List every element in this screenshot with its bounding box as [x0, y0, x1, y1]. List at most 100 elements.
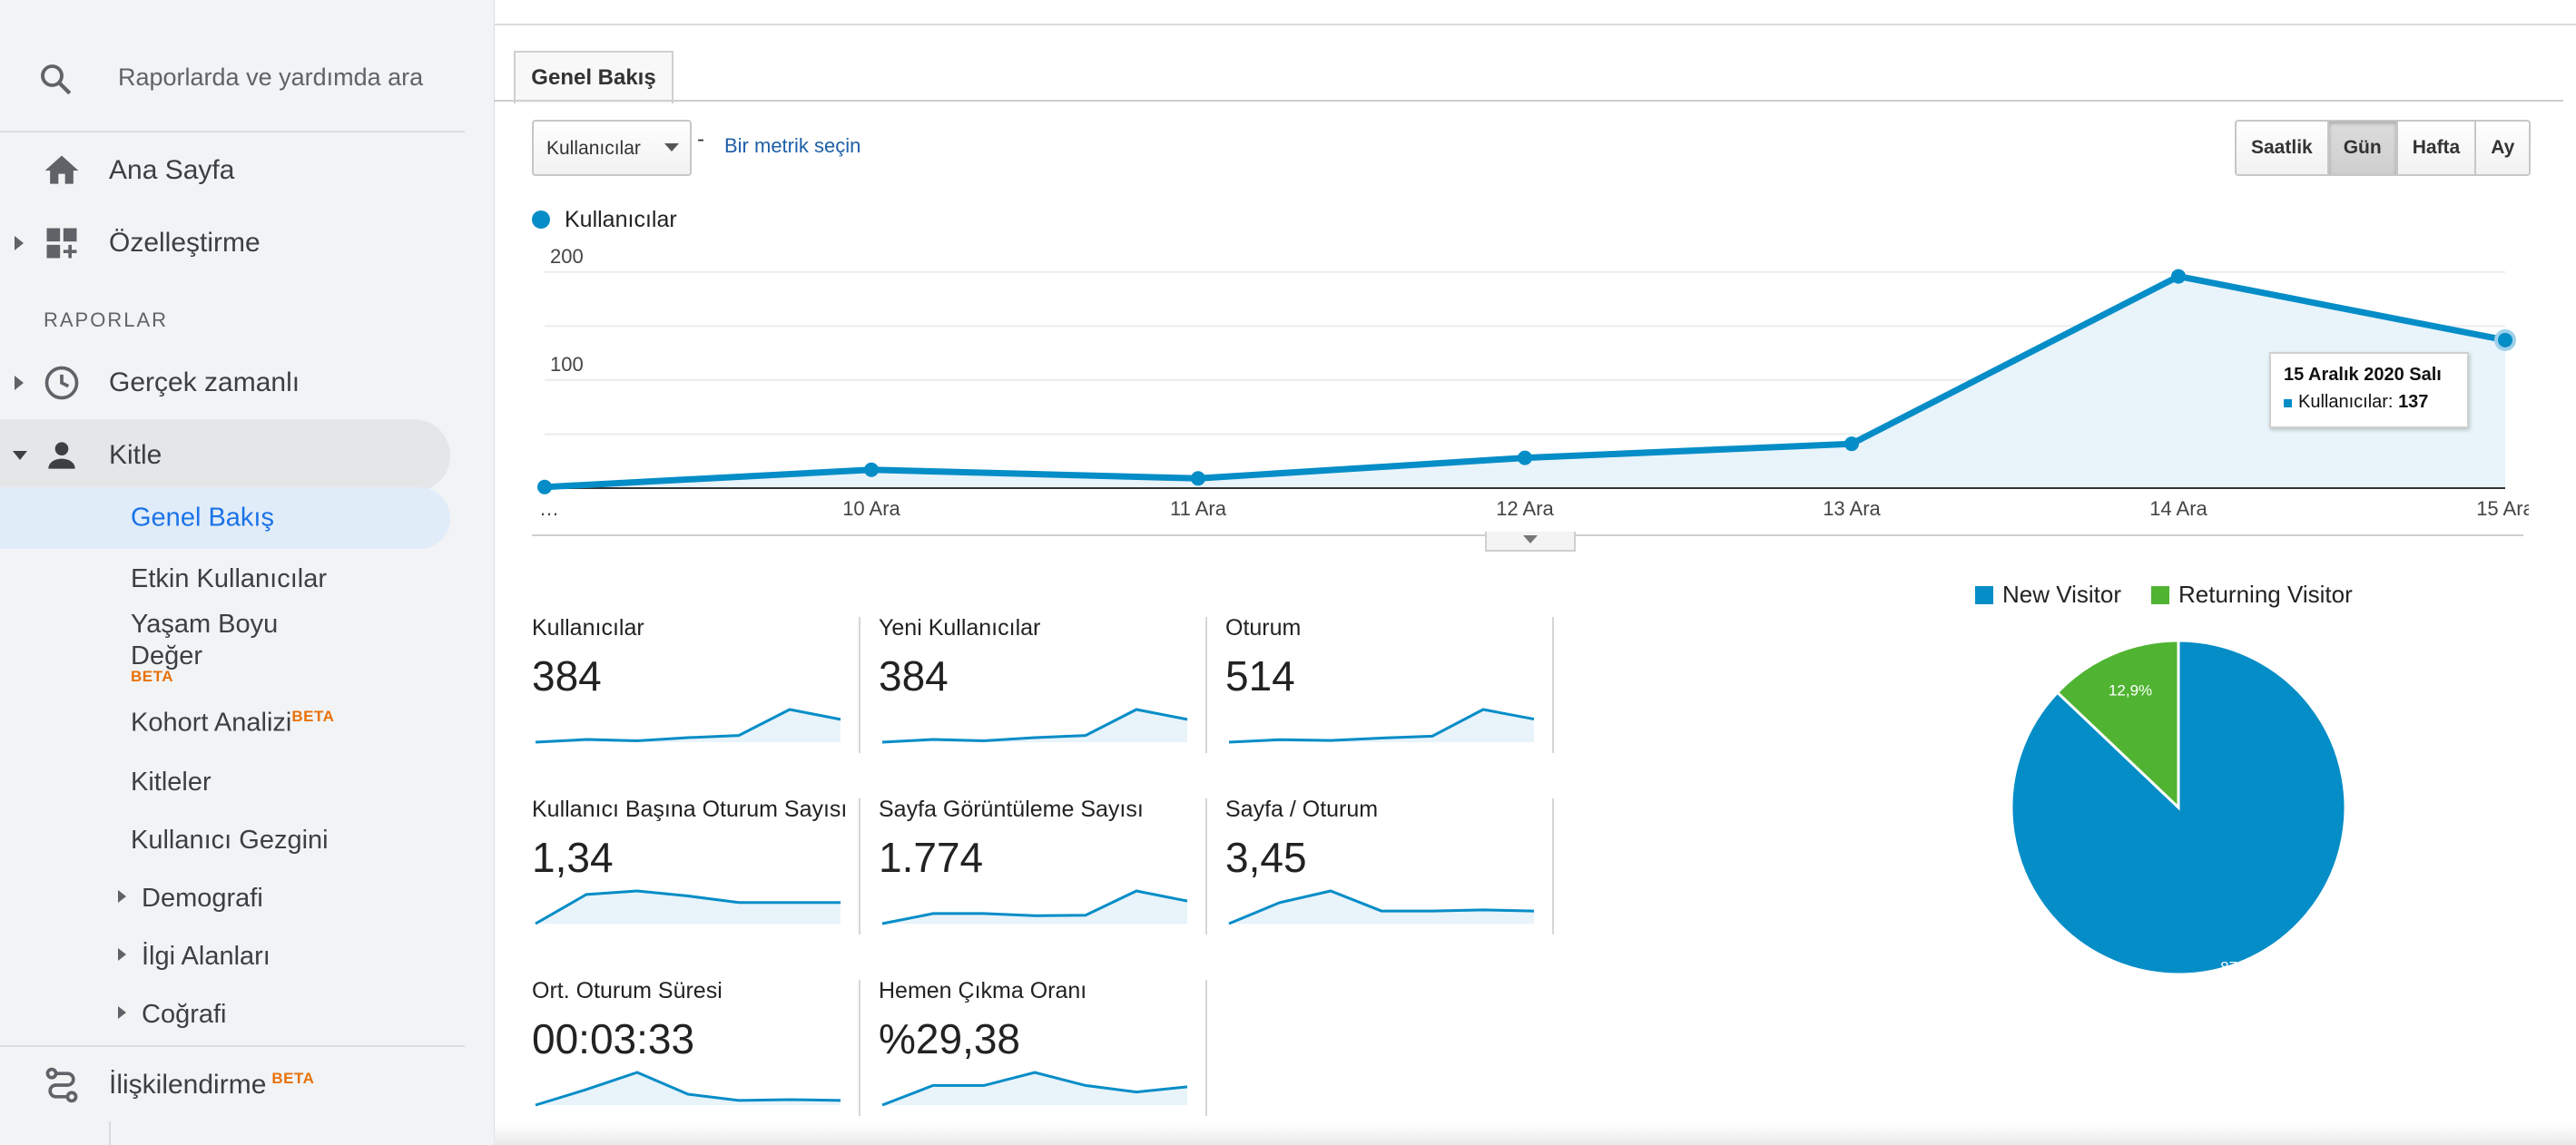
scorecard-title: Sayfa Görüntüleme Sayısı	[879, 797, 1144, 822]
x-tick-label: …	[539, 497, 559, 520]
users-line-chart[interactable]: 100 200 … 10 Ara 11 Ara 12 Ara 13 Ara 14 Ara 15 …	[532, 238, 2529, 555]
nav-ltv-line1: Yaşam Boyu	[131, 610, 279, 639]
attribution-icon	[45, 1067, 78, 1103]
sparkline-area	[536, 710, 841, 742]
scorecard-sparkline	[1228, 708, 1535, 744]
scorecard-sparkline	[1228, 889, 1535, 925]
scorecard-value: 3,45	[1225, 834, 1307, 881]
scorecard-avg-session-duration[interactable]: Ort. Oturum Süresi 00:03:33	[532, 978, 877, 1141]
pie-legend-returning-visitor[interactable]: Returning Visitor	[2151, 581, 2353, 609]
x-tick-label: 10 Ara	[842, 497, 900, 520]
x-tick-label: 15 Ara	[2476, 497, 2529, 520]
range-hourly-button[interactable]: Saatlik	[2237, 122, 2329, 174]
chart-collapse-handle[interactable]	[1485, 532, 1576, 552]
data-point[interactable]	[537, 479, 552, 494]
scorecard-title: Kullanıcılar	[532, 615, 644, 641]
y-tick-label: 100	[550, 353, 584, 376]
scorecard-divider	[859, 980, 860, 1116]
nav-lifetime-value[interactable]: Yaşam Boyu Değer BETA	[131, 610, 278, 686]
nav-realtime[interactable]: Gerçek zamanlı	[0, 347, 450, 419]
tooltip-value: 137	[2398, 392, 2429, 412]
time-range-group: Saatlik Gün Hafta Ay	[2235, 120, 2532, 176]
scorecard-pages-per-session[interactable]: Sayfa / Oturum 3,45	[1225, 797, 1570, 960]
nav-audience-overview-label: Genel Bakış	[131, 503, 274, 533]
scorecard-sparkline	[881, 889, 1188, 925]
nav-cohort-analysis[interactable]: Kohort AnaliziBETA	[131, 708, 334, 739]
data-point[interactable]	[1844, 436, 1859, 452]
scorecard-divider	[1205, 980, 1207, 1116]
scorecard-value: 384	[532, 652, 602, 700]
nav-audience[interactable]: Kitle	[0, 419, 450, 492]
divider	[0, 1045, 465, 1047]
scorecard-value: %29,38	[879, 1015, 1021, 1062]
pie-slice-label: 87,1%	[2220, 959, 2264, 976]
sparkline-line	[881, 708, 1188, 744]
sparkline-line	[881, 889, 1188, 925]
beta-badge: BETA	[291, 708, 335, 725]
home-icon	[44, 155, 79, 184]
collapse-arrow-icon[interactable]	[13, 451, 27, 460]
chart-legend-label: Kullanıcılar	[565, 207, 677, 232]
top-border	[494, 24, 2576, 25]
bottom-shadow	[494, 1123, 2576, 1145]
scorecard-sessions-per-user[interactable]: Kullanıcı Başına Oturum Sayısı 1,34	[532, 797, 877, 960]
sparkline-line	[1228, 889, 1535, 925]
nav-audiences[interactable]: Kitleler	[131, 768, 211, 797]
scorecard-sparkline	[881, 1071, 1188, 1107]
data-point[interactable]	[2171, 269, 2186, 284]
sparkline-area	[536, 1072, 841, 1105]
tab-overview[interactable]: Genel Bakış	[514, 51, 673, 103]
legend-marker	[532, 210, 550, 229]
search-input[interactable]: Raporlarda ve yardımda ara	[118, 64, 424, 91]
scorecard-users[interactable]: Kullanıcılar 384	[532, 615, 877, 778]
scorecard-sparkline	[535, 889, 841, 925]
metric-dropdown[interactable]: Kullanıcılar	[532, 120, 692, 176]
expand-arrow-icon[interactable]	[118, 1006, 126, 1019]
expand-arrow-icon[interactable]	[118, 890, 126, 903]
tab-underline	[494, 100, 2563, 102]
data-point[interactable]	[1191, 471, 1205, 486]
expand-arrow-icon[interactable]	[118, 948, 126, 961]
nav-geo[interactable]: Coğrafi	[142, 1000, 227, 1029]
nav-attribution-text: İlişkilendirme	[109, 1070, 267, 1100]
clock-icon	[44, 366, 79, 400]
nav-attribution-label: İlişkilendirme BETA	[109, 1070, 314, 1101]
scorecard-pageviews[interactable]: Sayfa Görüntüleme Sayısı 1.774	[879, 797, 1224, 960]
range-week-button[interactable]: Hafta	[2397, 122, 2477, 174]
data-point[interactable]	[864, 462, 879, 477]
visitor-type-pie-chart[interactable]: 87,1% 12,9%	[2006, 635, 2360, 989]
metric-separator: -	[697, 127, 704, 152]
scorecard-title: Hemen Çıkma Oranı	[879, 978, 1087, 1003]
divider	[109, 1121, 111, 1145]
pie-legend-label: New Visitor	[2002, 581, 2122, 608]
search-icon[interactable]	[36, 60, 74, 98]
nav-active-users[interactable]: Etkin Kullanıcılar	[131, 564, 327, 593]
scorecard-bounce-rate[interactable]: Hemen Çıkma Oranı %29,38	[879, 978, 1224, 1141]
reports-section-header: RAPORLAR	[44, 308, 169, 331]
scorecard-new-users[interactable]: Yeni Kullanıcılar 384	[879, 615, 1224, 778]
x-tick-label: 12 Ara	[1496, 497, 1554, 520]
nav-attribution[interactable]: İlişkilendirme BETA	[0, 1049, 450, 1121]
scorecard-title: Kullanıcı Başına Oturum Sayısı	[532, 797, 848, 822]
nav-user-explorer[interactable]: Kullanıcı Gezgini	[131, 826, 329, 855]
sparkline-area	[882, 891, 1187, 924]
nav-home[interactable]: Ana Sayfa	[0, 134, 450, 207]
expand-arrow-icon[interactable]	[15, 236, 24, 250]
chevron-down-icon	[1523, 535, 1538, 543]
nav-interests[interactable]: İlgi Alanları	[142, 942, 270, 971]
range-day-button[interactable]: Gün	[2328, 122, 2398, 174]
nav-audience-overview[interactable]: Genel Bakış	[0, 487, 450, 549]
nav-customization[interactable]: Özelleştirme	[0, 207, 450, 279]
dashboard-add-icon	[46, 228, 77, 259]
scorecard-sessions[interactable]: Oturum 514	[1225, 615, 1570, 778]
range-month-button[interactable]: Ay	[2476, 122, 2530, 174]
sparkline-line	[881, 1071, 1188, 1107]
data-point[interactable]	[1518, 450, 1532, 465]
pie-legend-new-visitor[interactable]: New Visitor	[1975, 581, 2121, 609]
choose-metric-link[interactable]: Bir metrik seçin	[724, 134, 861, 157]
expand-arrow-icon[interactable]	[15, 376, 24, 390]
nav-demographics[interactable]: Demografi	[142, 884, 263, 913]
metric-dropdown-value: Kullanıcılar	[546, 138, 641, 159]
pie-slice[interactable]	[2055, 639, 2180, 811]
data-point[interactable]	[2494, 328, 2516, 351]
